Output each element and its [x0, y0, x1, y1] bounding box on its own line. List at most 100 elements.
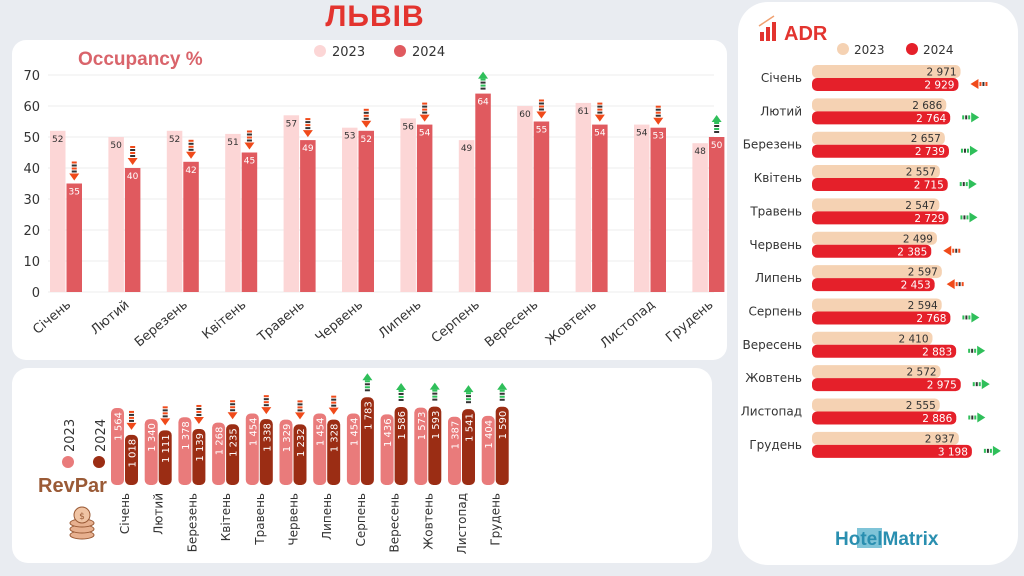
data-label-2023: 2 555: [906, 400, 936, 412]
legend-2024-dot: [93, 456, 105, 468]
y-tick-label: 40: [23, 162, 40, 177]
revpar-panel: 2023 2024 RevPar $ 1 564 1 018 Січень 1 340…: [12, 368, 712, 563]
arrow-head: [69, 173, 80, 181]
bar-2024: [812, 178, 948, 192]
arrow-stripe: [983, 448, 986, 453]
arrow-stripe: [966, 148, 969, 153]
arrow-head: [261, 407, 272, 415]
arrow-stripe: [499, 389, 505, 392]
arrow-stripe: [432, 398, 438, 401]
arrow-stripe: [982, 82, 985, 86]
arrow-down-icon: [160, 406, 171, 426]
bar-2023: [279, 419, 293, 485]
data-label-2024: 42: [185, 166, 196, 176]
arrow-stripe: [188, 142, 194, 145]
arrow-stripe: [714, 131, 720, 133]
arrow-stripe: [960, 148, 963, 153]
data-label-2024: 1 783: [363, 401, 374, 430]
legend-2024-label: 2024: [94, 419, 109, 452]
arrow-stripe: [398, 398, 404, 401]
bar-2023: [812, 165, 940, 179]
data-label-2023: 1 329: [282, 424, 293, 453]
x-tick-label: Березень: [132, 298, 191, 351]
arrow-head: [478, 71, 489, 79]
arrow-stripe: [968, 348, 971, 353]
data-label-2024: 2 739: [915, 146, 945, 158]
arrow-head: [302, 130, 313, 138]
bar-2024: [183, 161, 199, 292]
arrow-stripe: [129, 419, 134, 422]
x-tick-label: Січень: [118, 493, 132, 534]
x-tick-label: Червень: [287, 493, 301, 546]
arrow-stripe: [499, 398, 505, 401]
bar-2024: [812, 78, 959, 91]
arrow-head: [419, 114, 430, 122]
arrow-stripe: [538, 102, 544, 105]
arrow-stripe: [979, 82, 982, 86]
data-label-2023: 53: [344, 132, 355, 142]
arrow-head: [981, 379, 990, 390]
arrow-up-icon: [362, 373, 373, 392]
data-label-2024: 1 139: [195, 433, 206, 462]
arrow-stripe: [432, 392, 438, 395]
arrow-up-icon: [396, 382, 407, 401]
arrow-stripe: [422, 105, 428, 108]
arrow-stripe: [162, 415, 168, 418]
bar-2023: [212, 422, 226, 485]
arrow-stripe: [263, 398, 269, 401]
arrow-stripe: [422, 111, 428, 114]
bar-2024: [124, 168, 141, 292]
y-tick-label: 0: [32, 286, 40, 301]
data-label-2023: 56: [402, 122, 414, 132]
arrow-stripe: [538, 105, 544, 108]
arrow-stripe: [963, 148, 966, 153]
arrow-head: [968, 179, 977, 190]
arrow-stripe: [466, 401, 471, 404]
arrow-head: [295, 412, 305, 420]
hotelmatrix-logo: HotelMatrix: [835, 528, 939, 550]
data-label-2024: 2 883: [922, 346, 952, 358]
arrow-head: [594, 114, 605, 122]
arrow-stripe: [960, 215, 963, 220]
arrow-stripe: [952, 248, 955, 253]
data-label-2024: 1 590: [498, 411, 509, 440]
x-tick-label: Жовтень: [421, 493, 435, 550]
arrow-stripe: [246, 139, 252, 142]
bar-2023: [812, 198, 940, 212]
arrow-stripe: [297, 409, 303, 412]
data-label-2024: 49: [302, 144, 314, 154]
arrow-head: [127, 158, 138, 165]
arrow-stripe: [480, 81, 486, 84]
arrow-stripe: [398, 392, 404, 395]
y-tick-label: 70: [23, 69, 40, 84]
arrow-right-icon: [968, 412, 986, 423]
arrow-head: [970, 79, 979, 89]
data-label-2023: 48: [694, 147, 706, 157]
arrow-stripe: [466, 398, 471, 401]
y-tick-label: Квітень: [754, 171, 802, 185]
bar-2023: [812, 365, 941, 379]
arrow-stripe: [305, 121, 311, 124]
data-label-2023: 1 340: [147, 423, 158, 452]
x-tick-label: Квітень: [200, 298, 250, 343]
legend-2023-dot: [837, 43, 849, 55]
arrow-head: [943, 245, 952, 256]
arrow-stripe: [965, 182, 968, 187]
arrow-stripe: [246, 133, 252, 136]
bar-2024: [428, 406, 442, 485]
bar-2023: [50, 130, 66, 292]
occupancy-panel: Occupancy % 2023 2024 0 10 20 30 40 50 60 70 52 3…: [12, 40, 727, 360]
arrow-stripe: [364, 380, 370, 383]
x-tick-label: Травень: [253, 493, 267, 546]
bar-2023: [575, 102, 592, 293]
arrow-stripe: [480, 84, 486, 87]
adr-title: ADR: [784, 23, 828, 45]
data-label-2023: 57: [286, 119, 297, 129]
legend-2023-dot: [62, 456, 74, 468]
arrow-head: [361, 120, 372, 128]
bar-2023: [313, 413, 327, 485]
bar-2024: [241, 152, 258, 292]
bar-2023: [634, 124, 650, 292]
arrow-left-icon: [943, 245, 961, 256]
data-label-2023: 2 597: [908, 267, 938, 279]
